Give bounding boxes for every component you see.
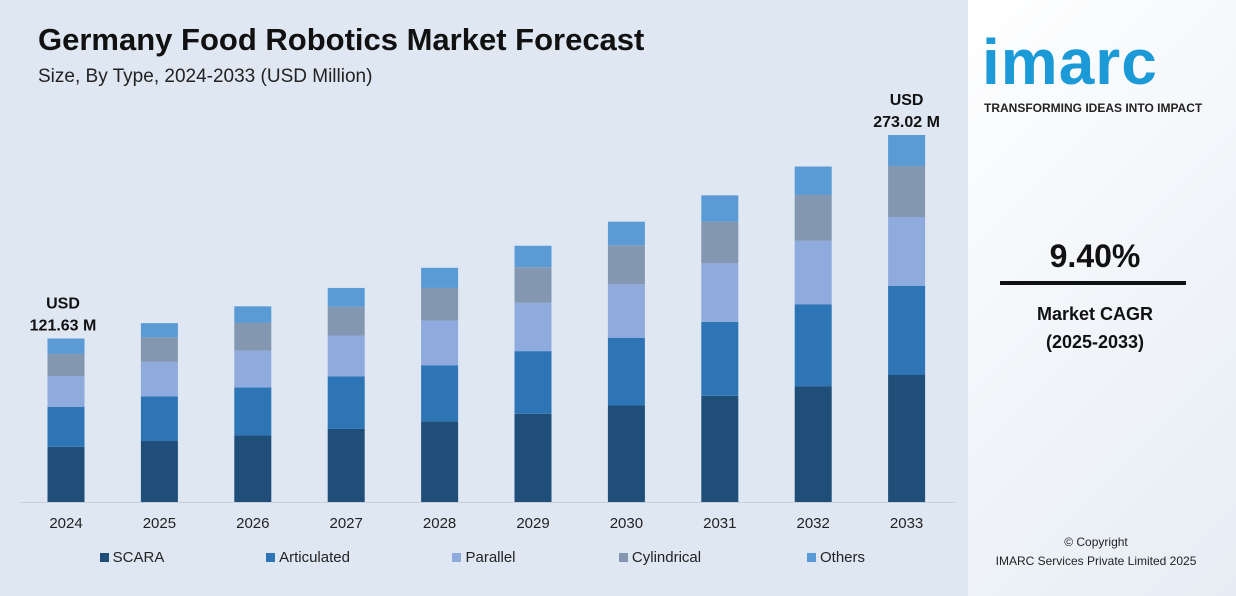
bar-segment-parallel-2028 — [421, 320, 459, 366]
chart-panel: Germany Food Robotics Market Forecast Si… — [0, 0, 968, 596]
bar-segment-scara-2028 — [421, 421, 459, 502]
bar-segment-scara-2033 — [888, 374, 926, 502]
bar-segment-articulated-2026 — [234, 387, 272, 436]
legend-label: SCARA — [112, 549, 165, 566]
legend-item-parallel: Parallel — [396, 549, 572, 566]
cagr-period: (2025-2033) — [1045, 332, 1145, 352]
x-tick-label: 2027 — [330, 515, 363, 532]
legend-label: Cylindrical — [631, 549, 702, 566]
bar-segment-articulated-2025 — [140, 396, 178, 442]
bar-segment-articulated-2028 — [421, 365, 459, 422]
bar-segment-scara-2030 — [607, 405, 645, 502]
bar-segment-cylindrical-2033 — [888, 165, 926, 217]
legend-swatch — [452, 553, 462, 562]
company-name: IMARC Services Private Limited 2025 — [995, 554, 1197, 568]
bar-segment-others-2025 — [140, 323, 178, 338]
divider — [1000, 281, 1186, 285]
copyright: © Copyright IMARC Services Private Limit… — [968, 533, 1224, 571]
legend: SCARA Articulated Parallel Cylindrical Other… — [0, 549, 968, 566]
chart-title: Germany Food Robotics Market Forecast — [38, 22, 645, 57]
bar-segment-others-2030 — [607, 221, 645, 246]
total-label: 273.02 M — [873, 114, 940, 131]
bar-segment-others-2027 — [327, 287, 365, 307]
bar-segment-scara-2032 — [794, 386, 832, 502]
bar-segment-articulated-2032 — [794, 304, 832, 387]
bar-segment-parallel-2024 — [47, 376, 85, 407]
legend-swatch — [99, 553, 109, 562]
cagr-label-text: Market CAGR — [1036, 304, 1154, 324]
bar-segment-parallel-2027 — [327, 335, 365, 377]
bar-segment-others-2031 — [701, 195, 739, 222]
legend-label: Parallel — [465, 549, 516, 566]
legend-label: Articulated — [279, 549, 350, 566]
bar-segment-cylindrical-2030 — [607, 245, 645, 285]
bar-segment-others-2026 — [234, 306, 272, 323]
bar-segment-cylindrical-2024 — [47, 353, 85, 377]
bar-segment-parallel-2026 — [234, 350, 272, 388]
total-label: USD — [890, 92, 924, 109]
total-label: USD — [46, 296, 80, 313]
bar-segment-cylindrical-2026 — [234, 322, 272, 351]
cagr-value: 9.40% — [1049, 238, 1141, 274]
legend-item-scara: SCARA — [44, 549, 220, 566]
bar-segment-cylindrical-2028 — [421, 287, 459, 321]
bar-segment-cylindrical-2031 — [701, 221, 739, 264]
x-tick-label: 2025 — [143, 515, 176, 532]
x-tick-label: 2026 — [236, 515, 269, 532]
bar-segment-others-2029 — [514, 245, 552, 268]
bar-segment-scara-2031 — [701, 395, 739, 502]
bar-segment-cylindrical-2029 — [514, 267, 552, 303]
x-tick-label: 2030 — [610, 515, 643, 532]
bar-segment-parallel-2025 — [140, 361, 178, 397]
bar-segment-others-2032 — [794, 166, 832, 195]
bar-segment-articulated-2027 — [327, 376, 365, 429]
legend-swatch — [266, 553, 276, 562]
x-tick-label: 2029 — [516, 515, 549, 532]
legend-swatch — [806, 553, 816, 562]
bar-plot: 2024 USD 121.63 M 2025 2026 2027 2028 2029 2030 2… — [20, 92, 955, 532]
bar-segment-cylindrical-2027 — [327, 306, 365, 336]
cagr-label: Market CAGR (2025-2033) — [968, 300, 1222, 356]
bar-segment-scara-2029 — [514, 413, 552, 502]
legend-item-articulated: Articulated — [220, 549, 396, 566]
bar-segment-parallel-2030 — [607, 284, 645, 338]
legend-swatch — [618, 553, 628, 562]
x-tick-label: 2028 — [423, 515, 456, 532]
bar-segment-cylindrical-2025 — [140, 337, 178, 362]
bar-segment-others-2028 — [421, 267, 459, 288]
tagline: TRANSFORMING IDEAS INTO IMPACT — [984, 101, 1203, 115]
bar-segment-articulated-2030 — [607, 337, 645, 406]
copyright-text: © Copyright — [1064, 535, 1128, 549]
bar-segment-cylindrical-2032 — [794, 194, 832, 241]
bar-segment-scara-2027 — [327, 428, 365, 502]
x-tick-label: 2033 — [890, 515, 923, 532]
side-panel: imarc TRANSFORMING IDEAS INTO IMPACT 9.4… — [968, 0, 1236, 596]
legend-label: Others — [819, 549, 865, 566]
x-tick-label: 2032 — [797, 515, 830, 532]
x-tick-label: 2024 — [49, 515, 82, 532]
bar-segment-articulated-2029 — [514, 351, 552, 414]
total-label: 121.63 M — [30, 318, 97, 335]
imarc-logo: imarc — [982, 26, 1158, 98]
bar-segment-parallel-2031 — [701, 263, 739, 322]
bar-segment-parallel-2032 — [794, 240, 832, 305]
bar-segment-scara-2024 — [47, 446, 85, 502]
bar-segment-articulated-2033 — [888, 285, 926, 375]
bar-segment-scara-2025 — [140, 441, 178, 502]
legend-item-cylindrical: Cylindrical — [572, 549, 748, 566]
legend-item-others: Others — [748, 549, 924, 566]
bar-segment-parallel-2033 — [888, 216, 926, 286]
bar-segment-parallel-2029 — [514, 302, 552, 352]
bar-segment-scara-2026 — [234, 435, 272, 502]
bar-segment-others-2024 — [47, 338, 85, 354]
x-tick-label: 2031 — [703, 515, 736, 532]
bar-segment-articulated-2024 — [47, 406, 85, 447]
bar-segment-articulated-2031 — [701, 321, 739, 396]
bar-segment-others-2033 — [888, 135, 926, 166]
chart-subtitle: Size, By Type, 2024-2033 (USD Million) — [38, 66, 373, 87]
